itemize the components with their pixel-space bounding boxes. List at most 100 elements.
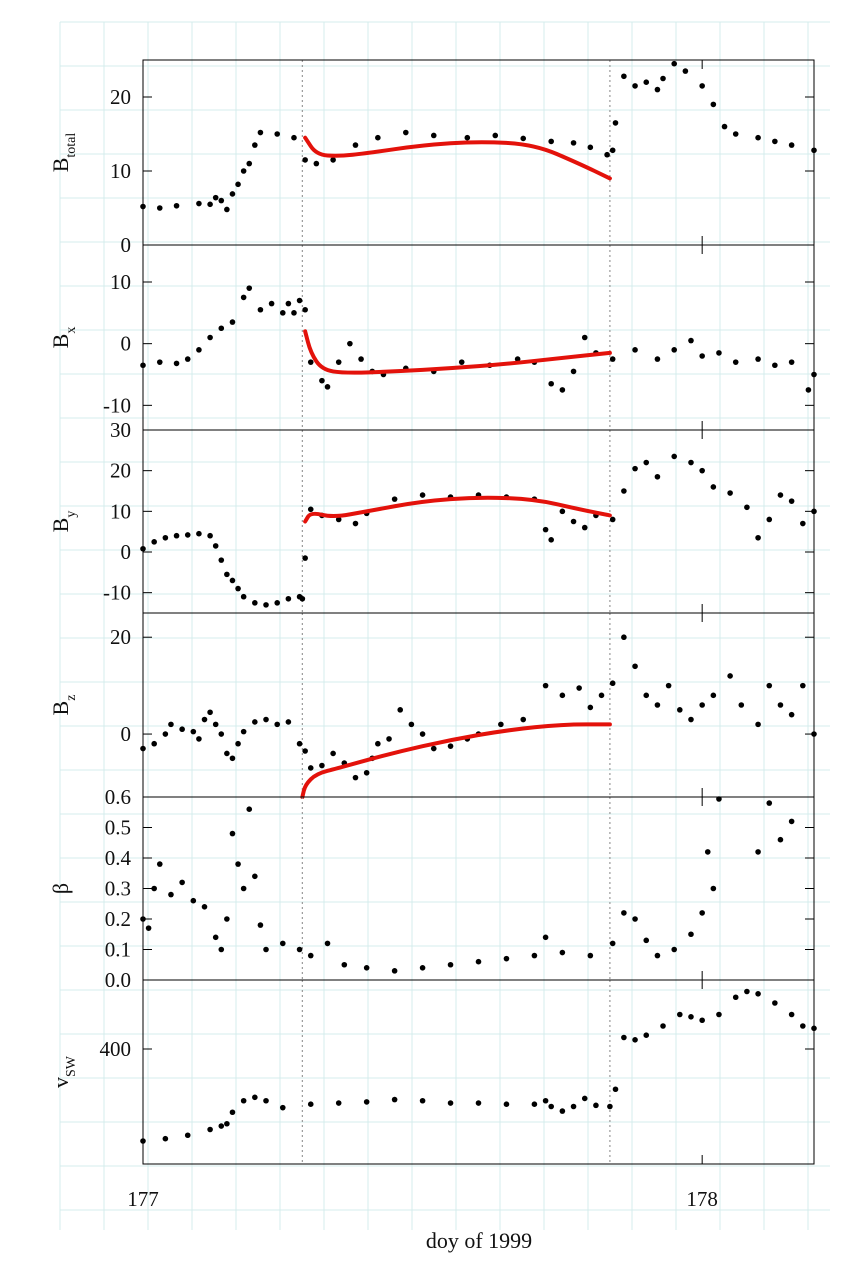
- data-point: [235, 585, 241, 592]
- data-point: [542, 1097, 549, 1104]
- x-axis: 177 178: [127, 1187, 718, 1211]
- data-point: [397, 707, 404, 713]
- panels: 01020Btotal-10010Bx-100102030By020Bz0.00…: [48, 59, 817, 1165]
- y-tick-label: 0.0: [105, 968, 131, 992]
- data-point: [755, 721, 761, 728]
- y-tick-label: 0.6: [105, 785, 131, 809]
- data-point: [548, 380, 554, 387]
- data-point: [559, 692, 566, 699]
- data-point: [190, 728, 197, 735]
- data-point: [296, 297, 303, 304]
- data-point: [291, 310, 297, 316]
- data-point: [156, 861, 163, 867]
- panel-frame: [142, 59, 815, 246]
- data-point: [671, 60, 678, 67]
- data-point: [559, 387, 566, 393]
- data-point: [240, 728, 247, 735]
- data-point: [755, 356, 761, 362]
- data-point: [224, 916, 230, 922]
- data-point: [704, 849, 711, 855]
- data-point: [207, 709, 213, 716]
- data-point: [229, 830, 236, 837]
- data-point: [755, 534, 761, 541]
- data-point: [330, 750, 336, 757]
- data-point: [688, 459, 694, 466]
- data-point: [302, 306, 308, 313]
- data-point: [475, 958, 482, 965]
- data-point: [224, 571, 230, 578]
- panel-frame: [142, 429, 815, 614]
- data-point: [335, 516, 342, 523]
- data-point: [307, 765, 314, 771]
- data-point: [196, 530, 202, 537]
- data-point: [285, 300, 292, 307]
- data-point: [811, 1025, 817, 1032]
- data-point: [212, 194, 219, 201]
- data-point: [341, 961, 348, 968]
- data-point: [811, 731, 817, 737]
- data-point: [196, 200, 202, 207]
- data-point: [732, 359, 739, 365]
- data-point: [302, 157, 308, 163]
- data-point: [581, 334, 588, 341]
- x-tick-label: 178: [686, 1187, 718, 1211]
- data-point: [570, 518, 577, 525]
- data-point: [335, 359, 342, 365]
- data-point: [212, 721, 219, 728]
- y-axis-label-beta: β: [48, 883, 73, 894]
- y-tick-label: 30: [110, 418, 131, 442]
- data-point: [307, 359, 314, 365]
- data-point: [570, 368, 577, 375]
- data-point: [207, 1126, 213, 1133]
- panel-bx: -10 0 10 Bx: [48, 244, 817, 431]
- data-point: [607, 1103, 613, 1110]
- data-point: [229, 577, 236, 584]
- data-point: [140, 203, 146, 210]
- data-point: [643, 937, 650, 944]
- data-point: [688, 337, 694, 344]
- data-point: [168, 891, 174, 898]
- data-point: [352, 774, 359, 781]
- panel-vsw: 400 vSW: [48, 979, 817, 1165]
- data-point: [811, 508, 817, 515]
- data-point: [229, 755, 236, 762]
- data-point: [184, 1132, 191, 1139]
- data-point: [419, 1097, 426, 1104]
- y-tick-label: 400: [100, 1037, 132, 1061]
- data-point: [548, 537, 554, 543]
- data-point: [671, 453, 678, 460]
- data-point: [263, 716, 269, 723]
- data-point: [665, 682, 672, 689]
- data-point: [168, 721, 174, 728]
- data-point: [447, 1100, 454, 1106]
- y-tick-label: 10: [110, 159, 131, 183]
- fit-curve-btotal: [303, 135, 612, 181]
- data-point: [224, 750, 230, 757]
- y-tick-label: 20: [110, 625, 131, 649]
- data-point: [296, 740, 303, 747]
- data-point: [252, 1094, 258, 1101]
- data-point: [643, 1032, 650, 1038]
- data-point: [660, 1023, 666, 1029]
- data-point: [391, 1096, 398, 1103]
- data-point: [755, 849, 761, 855]
- data-point: [386, 736, 392, 742]
- data-point: [699, 702, 705, 708]
- data-point: [609, 147, 616, 154]
- data-point: [682, 68, 689, 74]
- panel-beta: 0.0 0.1 0.2 0.3 0.4 0.5 0.6 β: [48, 785, 815, 992]
- data-point: [612, 1086, 619, 1093]
- data-point: [257, 306, 264, 313]
- y-tick-label: 0: [121, 540, 132, 564]
- data-point: [677, 707, 683, 713]
- y-tick-label: 10: [110, 499, 131, 523]
- data-point: [559, 1108, 566, 1114]
- data-point: [609, 680, 616, 687]
- data-point: [492, 132, 499, 139]
- data-point: [654, 86, 661, 93]
- data-point: [363, 1099, 370, 1105]
- data-point: [716, 350, 722, 356]
- data-point: [201, 716, 208, 723]
- data-point: [632, 83, 638, 89]
- data-point: [151, 539, 157, 545]
